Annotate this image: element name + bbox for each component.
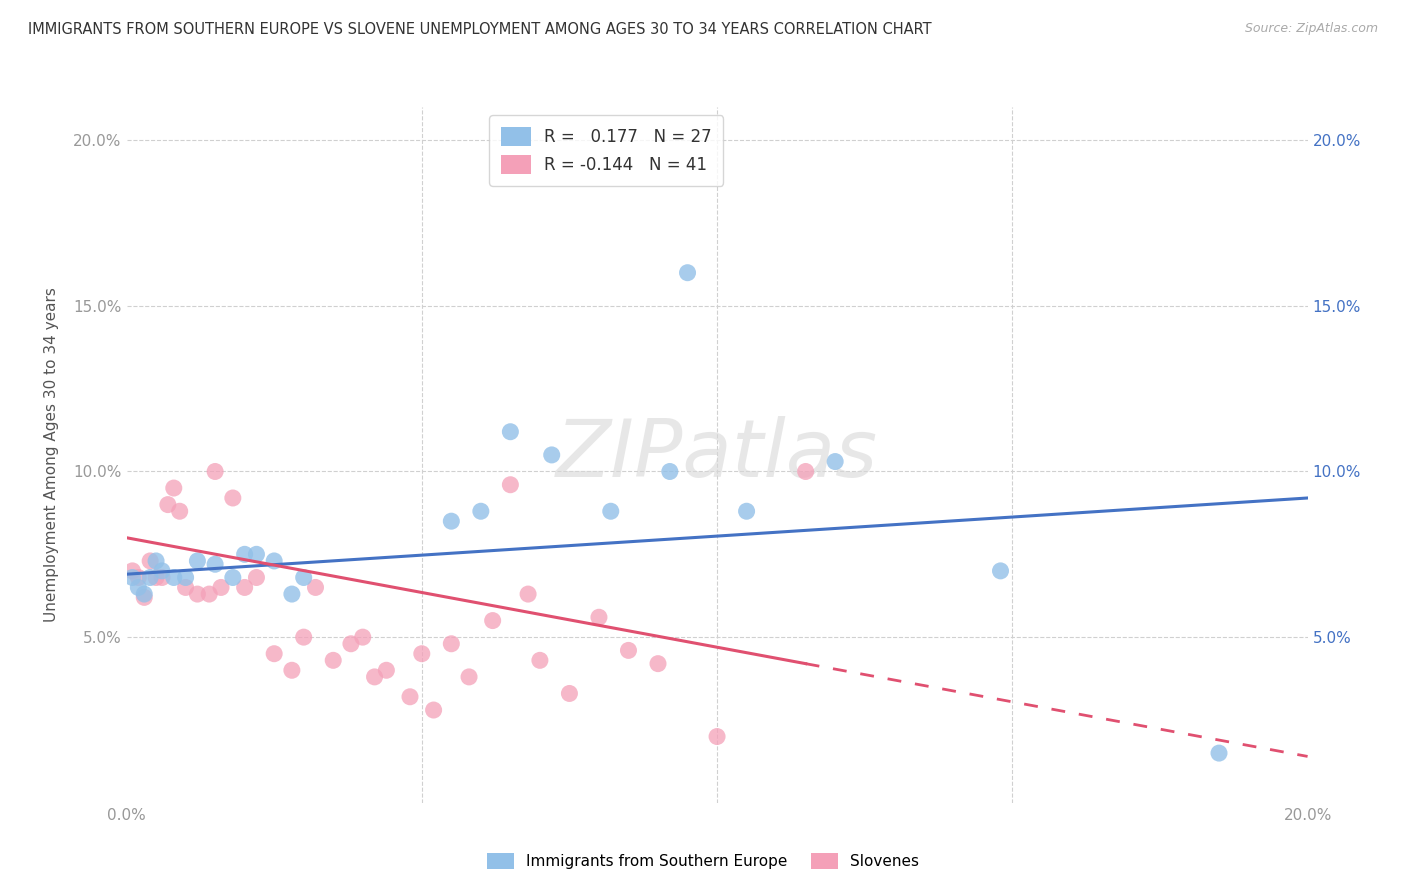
Point: [198, 587, 221, 601]
Point: [499, 425, 522, 439]
Point: [558, 686, 581, 700]
Point: [169, 504, 191, 518]
Point: [375, 663, 398, 677]
Text: IMMIGRANTS FROM SOUTHERN EUROPE VS SLOVENE UNEMPLOYMENT AMONG AGES 30 TO 34 YEAR: IMMIGRANTS FROM SOUTHERN EUROPE VS SLOVE…: [28, 22, 932, 37]
Point: [139, 554, 162, 568]
Point: [127, 581, 149, 595]
Point: [322, 653, 344, 667]
Point: [399, 690, 422, 704]
Point: [735, 504, 758, 518]
Point: [617, 643, 640, 657]
Text: ZIPatlas: ZIPatlas: [555, 416, 879, 494]
Point: [411, 647, 433, 661]
Point: [245, 547, 267, 561]
Point: [529, 653, 551, 667]
Point: [440, 637, 463, 651]
Point: [145, 570, 167, 584]
Point: [422, 703, 444, 717]
Point: [481, 614, 503, 628]
Point: [658, 465, 681, 479]
Point: [263, 554, 285, 568]
Point: [121, 564, 143, 578]
Point: [204, 465, 226, 479]
Legend: R =   0.177   N = 27, R = -0.144   N = 41: R = 0.177 N = 27, R = -0.144 N = 41: [489, 115, 724, 186]
Point: [163, 570, 186, 584]
Text: Source: ZipAtlas.com: Source: ZipAtlas.com: [1244, 22, 1378, 36]
Point: [517, 587, 540, 601]
Point: [263, 647, 285, 661]
Point: [588, 610, 610, 624]
Point: [281, 587, 304, 601]
Y-axis label: Unemployment Among Ages 30 to 34 years: Unemployment Among Ages 30 to 34 years: [45, 287, 59, 623]
Point: [440, 514, 463, 528]
Point: [340, 637, 363, 651]
Point: [174, 581, 197, 595]
Point: [458, 670, 481, 684]
Point: [304, 581, 326, 595]
Point: [127, 570, 149, 584]
Point: [499, 477, 522, 491]
Point: [186, 554, 208, 568]
Point: [233, 547, 256, 561]
Point: [204, 558, 226, 572]
Point: [209, 581, 232, 595]
Point: [824, 454, 846, 468]
Point: [540, 448, 562, 462]
Point: [599, 504, 621, 518]
Point: [292, 630, 315, 644]
Point: [292, 570, 315, 584]
Point: [352, 630, 374, 644]
Point: [121, 570, 143, 584]
Point: [222, 491, 245, 505]
Point: [706, 730, 728, 744]
Point: [990, 564, 1012, 578]
Point: [163, 481, 186, 495]
Point: [145, 554, 167, 568]
Point: [1208, 746, 1230, 760]
Point: [186, 587, 208, 601]
Point: [794, 465, 817, 479]
Point: [281, 663, 304, 677]
Point: [222, 570, 245, 584]
Point: [156, 498, 179, 512]
Point: [647, 657, 669, 671]
Point: [470, 504, 492, 518]
Point: [676, 266, 699, 280]
Point: [150, 564, 173, 578]
Point: [150, 570, 173, 584]
Point: [363, 670, 385, 684]
Point: [134, 591, 156, 605]
Point: [134, 587, 156, 601]
Point: [245, 570, 267, 584]
Point: [233, 581, 256, 595]
Point: [139, 570, 162, 584]
Point: [174, 570, 197, 584]
Legend: Immigrants from Southern Europe, Slovenes: Immigrants from Southern Europe, Slovene…: [481, 847, 925, 875]
